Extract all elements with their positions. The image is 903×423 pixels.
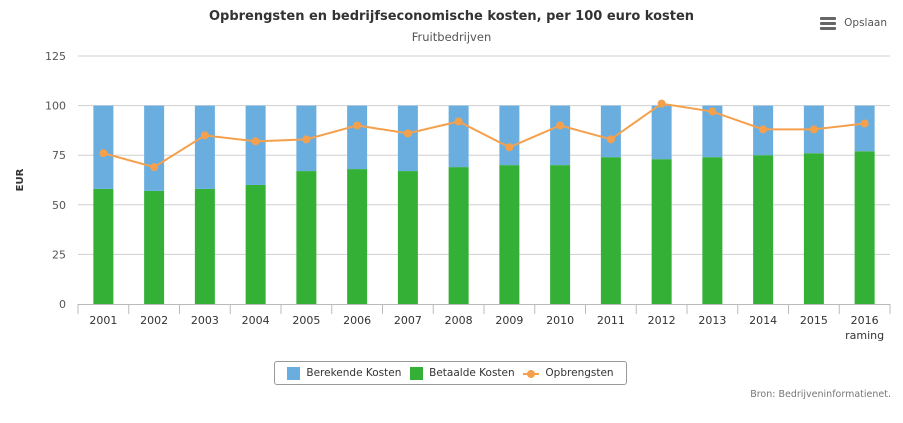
point-opbrengsten	[556, 121, 565, 130]
y-tick-label: 0	[59, 298, 66, 311]
bar-betaalde-kosten	[753, 155, 774, 304]
bar-berekende-kosten	[347, 105, 368, 170]
bar-berekende-kosten	[194, 105, 215, 189]
x-tick-label: 2016	[851, 314, 879, 327]
y-tick-label: 50	[52, 199, 66, 212]
point-opbrengsten	[99, 149, 108, 158]
legend-label: Betaalde Kosten	[429, 367, 515, 379]
x-tick-label: 2008	[445, 314, 473, 327]
legend-swatch-opbrengsten	[523, 367, 540, 380]
y-tick-label: 25	[52, 248, 66, 261]
bar-berekende-kosten	[93, 105, 114, 189]
bar-berekende-kosten	[651, 105, 672, 160]
point-opbrengsten	[454, 117, 463, 126]
point-opbrengsten	[353, 121, 362, 130]
line-series	[99, 99, 869, 172]
bar-berekende-kosten	[854, 105, 875, 152]
x-tick-sublabel: raming	[845, 329, 884, 342]
x-tick-label: 2012	[648, 314, 676, 327]
legend-item-betaalde-kosten[interactable]: Betaalde Kosten	[410, 366, 515, 380]
y-tick-label: 125	[45, 50, 66, 63]
bar-berekende-kosten	[499, 105, 520, 166]
chart-plot: 0 25 50 75 100 125 EUR 2001 2002 2003 2004 2005 2006…	[15, 50, 891, 342]
bar-betaalde-kosten	[600, 157, 621, 304]
y-tick-label: 75	[52, 149, 66, 162]
bar-betaalde-kosten	[499, 165, 520, 304]
legend-item-opbrengsten[interactable]: Opbrengsten	[523, 367, 614, 380]
bar-berekende-kosten	[397, 105, 418, 172]
x-tick-label: 2005	[292, 314, 320, 327]
menu-icon	[820, 17, 837, 30]
point-opbrengsten	[302, 135, 311, 144]
chart-title: Opbrengsten en bedrijfseconomische koste…	[208, 9, 695, 24]
point-opbrengsten	[708, 107, 717, 116]
x-tick-label: 2015	[800, 314, 828, 327]
point-opbrengsten	[860, 119, 869, 128]
bar-berekende-kosten	[600, 105, 621, 158]
x-tick-label: 2007	[394, 314, 422, 327]
axis-labels: 0 25 50 75 100 125 EUR 2001 2002 2003 2004 2005 2006…	[15, 50, 884, 342]
bar-betaalde-kosten	[347, 169, 368, 304]
legend-label: Berekende Kosten	[306, 367, 402, 379]
x-tick-label: 2006	[343, 314, 371, 327]
bar-betaalde-kosten	[296, 171, 317, 304]
y-tick-label: 100	[45, 100, 66, 113]
legend: Berekende Kosten Betaalde Kosten Opbreng…	[274, 361, 627, 385]
x-tick-label: 2009	[495, 314, 523, 327]
point-opbrengsten	[200, 131, 209, 140]
bar-berekende-kosten	[144, 105, 165, 191]
point-opbrengsten	[657, 99, 666, 108]
bar-berekende-kosten	[550, 105, 571, 166]
point-opbrengsten	[403, 129, 412, 138]
source-credits: Bron: Bedrijveninformatienet.	[750, 389, 891, 400]
legend-swatch-berekende	[287, 366, 301, 380]
chart-subtitle: Fruitbedrijven	[411, 30, 492, 44]
line-opbrengsten	[103, 102, 865, 169]
x-tick-label: 2004	[242, 314, 270, 327]
bar-betaalde-kosten	[550, 165, 571, 304]
bar-betaalde-kosten	[144, 190, 165, 304]
bar-berekende-kosten	[448, 105, 469, 168]
point-opbrengsten	[150, 163, 159, 172]
point-opbrengsten	[809, 125, 818, 134]
point-opbrengsten	[251, 137, 260, 146]
point-opbrengsten	[606, 135, 615, 144]
bar-berekende-kosten	[702, 105, 723, 158]
point-opbrengsten	[505, 143, 514, 152]
axes	[77, 304, 891, 314]
bar-betaalde-kosten	[93, 188, 114, 304]
bar-betaalde-kosten	[397, 171, 418, 304]
bar-betaalde-kosten	[245, 184, 266, 304]
export-menu-label: Opslaan	[844, 17, 887, 29]
legend-swatch-betaalde	[410, 366, 424, 380]
bar-betaalde-kosten	[854, 151, 875, 304]
x-tick-label: 2014	[749, 314, 777, 327]
bar-betaalde-kosten	[448, 167, 469, 304]
bar-betaalde-kosten	[194, 188, 215, 304]
x-tick-label: 2001	[89, 314, 117, 327]
x-tick-label: 2013	[698, 314, 726, 327]
x-tick-label: 2011	[597, 314, 625, 327]
export-menu-button[interactable]: Opslaan	[820, 17, 887, 30]
y-axis-title: EUR	[15, 168, 26, 191]
x-tick-label: 2010	[546, 314, 574, 327]
x-tick-label: 2003	[191, 314, 219, 327]
legend-item-berekende-kosten[interactable]: Berekende Kosten	[287, 366, 402, 380]
x-tick-label: 2002	[140, 314, 168, 327]
legend-label: Opbrengsten	[545, 367, 614, 379]
bar-betaalde-kosten	[651, 159, 672, 304]
point-opbrengsten	[759, 125, 768, 134]
bar-betaalde-kosten	[702, 157, 723, 304]
bar-betaalde-kosten	[803, 153, 824, 304]
